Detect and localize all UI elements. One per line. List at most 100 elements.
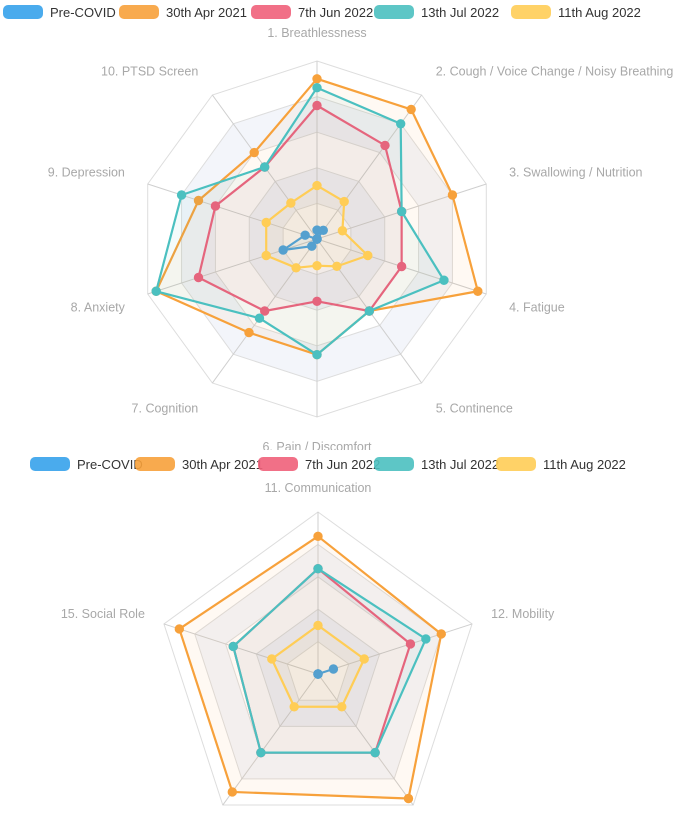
data-point[interactable] [380,140,390,151]
data-point[interactable] [403,793,414,804]
data-point[interactable] [256,747,266,758]
legend-swatch [251,5,291,19]
data-point[interactable] [244,327,254,338]
legend-label: 30th Apr 2021 [166,4,247,20]
data-point[interactable] [312,83,322,93]
legend-item-apr-2021[interactable]: 30th Apr 2021 [135,456,263,472]
data-point[interactable] [151,286,161,296]
data-point[interactable] [278,245,288,255]
data-point[interactable] [332,261,342,272]
data-point[interactable] [261,250,271,261]
legend-label: 30th Apr 2021 [182,456,263,472]
data-point[interactable] [436,629,446,639]
data-point[interactable] [313,669,323,679]
chart-legend: Pre-COVID 30th Apr 2021 7th Jun 2022 13t… [0,452,694,476]
legend-label: 7th Jun 2022 [305,456,381,472]
data-point[interactable] [307,241,317,251]
data-point[interactable] [318,225,328,236]
axis-line [163,623,319,675]
data-point[interactable] [261,217,271,228]
legend-item-pre-covid[interactable]: Pre-COVID [30,456,143,472]
series-30th-apr-2021 [174,531,446,804]
data-point[interactable] [312,100,322,111]
legend-item-jun-2022[interactable]: 7th Jun 2022 [251,4,373,20]
series-13th-jul-2022 [228,564,431,758]
legend-item-jul-2022[interactable]: 13th Jul 2022 [374,4,499,20]
data-point[interactable] [259,306,270,316]
legend-item-pre-covid[interactable]: Pre-COVID [3,4,116,20]
radar-chart-health: Pre-COVID 30th Apr 2021 7th Jun 2022 13t… [3,4,674,450]
axis-label-5-continence: 5. Continence [436,401,513,415]
series-line [232,567,427,754]
data-point[interactable] [312,296,322,306]
data-point[interactable] [254,313,265,323]
data-point[interactable] [396,261,407,272]
data-point[interactable] [313,564,323,574]
axis-line [317,673,414,806]
axis-label-3-swallowing-nutrition: 3. Swallowing / Nutrition [509,166,642,180]
data-point[interactable] [421,634,431,644]
legend-swatch [374,5,414,19]
legend-item-jun-2022[interactable]: 7th Jun 2022 [258,456,380,472]
data-point[interactable] [370,747,380,758]
legend-swatch [258,457,298,471]
data-point[interactable] [396,206,407,217]
data-point[interactable] [406,104,416,115]
legend-item-apr-2021[interactable]: 30th Apr 2021 [119,4,247,20]
data-point[interactable] [300,230,310,240]
data-point[interactable] [313,620,323,631]
axis-label-11-communication: 11. Communication [265,481,372,495]
data-point[interactable] [313,531,323,542]
data-point[interactable] [396,119,406,129]
data-point[interactable] [312,180,322,191]
legend-label: Pre-COVID [77,456,143,472]
axis-label-8-anxiety: 8. Anxiety [71,300,126,314]
axis-line [222,673,319,806]
legend-swatch [119,5,159,19]
data-point[interactable] [312,350,322,360]
data-point[interactable] [193,272,204,283]
axis-label-12-mobility: 12. Mobility [491,607,555,621]
data-point[interactable] [174,624,185,634]
data-point[interactable] [339,196,349,207]
axis-label-6-pain-discomfort: 6. Pain / Discomfort [262,440,372,450]
data-point[interactable] [291,263,301,273]
legend-swatch [374,457,414,471]
series-11th-aug-2022 [261,180,373,273]
data-point[interactable] [439,275,449,285]
legend-item-aug-2022[interactable]: 11th Aug 2022 [511,4,641,20]
data-point[interactable] [359,654,369,664]
data-point[interactable] [363,250,373,261]
axis-label-7-cognition: 7. Cognition [132,401,199,415]
data-point[interactable] [473,286,483,296]
data-point[interactable] [267,654,277,664]
data-point[interactable] [328,664,339,674]
data-point[interactable] [405,639,416,649]
data-point[interactable] [289,702,299,712]
data-point[interactable] [312,74,322,84]
data-point[interactable] [286,198,296,208]
legend-label: 7th Jun 2022 [298,4,374,20]
radar-grid [163,511,473,806]
data-point[interactable] [337,226,348,236]
axis-line [147,183,318,240]
data-point[interactable] [259,162,270,172]
data-point[interactable] [447,190,458,200]
data-point[interactable] [312,261,322,271]
data-point[interactable] [312,234,322,244]
legend-label: 13th Jul 2022 [421,4,500,20]
data-point[interactable] [227,787,238,797]
data-point[interactable] [210,201,221,211]
axis-labels: 1. Breathlessness 2. Cough / Voice Change… [48,26,674,450]
legend-item-jul-2022[interactable]: 13th Jul 2022 [374,456,499,472]
axis-line [316,94,423,240]
data-point[interactable] [337,702,347,712]
data-point[interactable] [364,306,375,316]
data-point[interactable] [193,195,204,206]
data-point[interactable] [249,147,259,158]
data-point[interactable] [176,190,187,200]
legend-label: 13th Jul 2022 [421,456,500,472]
data-point[interactable] [228,641,238,652]
legend-item-aug-2022[interactable]: 11th Aug 2022 [496,456,626,472]
